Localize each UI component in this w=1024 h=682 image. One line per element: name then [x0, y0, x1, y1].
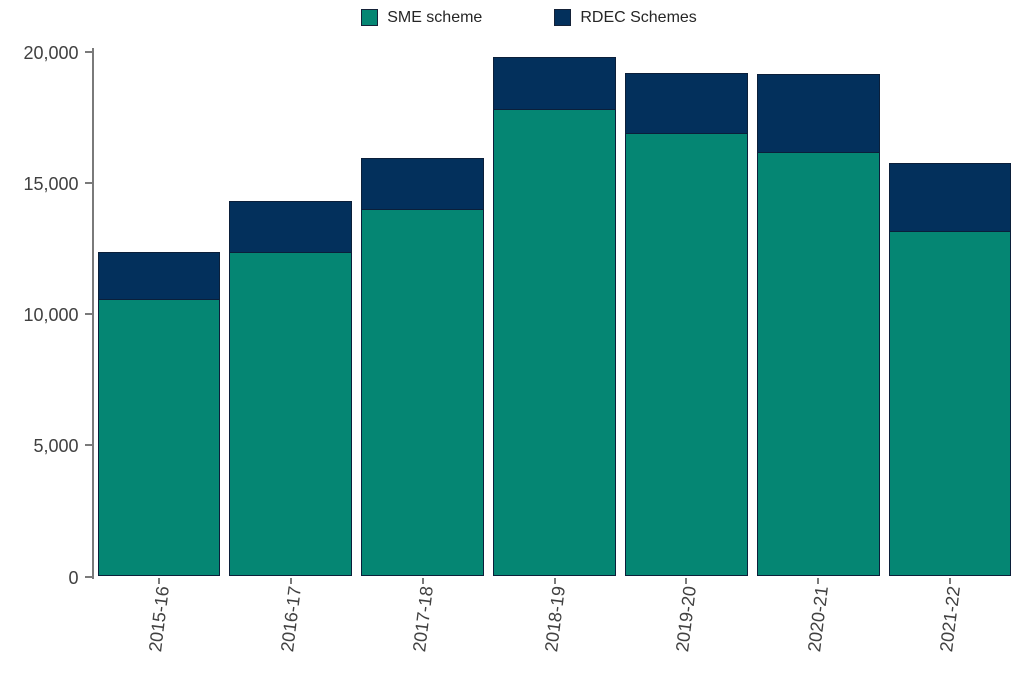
x-axis-tick — [553, 577, 556, 584]
y-axis-tick — [84, 444, 92, 447]
x-axis-tick-label: 2021-22 — [936, 584, 965, 653]
bar-segment-rdec-schemes — [626, 74, 747, 134]
bar-segment-rdec-schemes — [494, 58, 615, 111]
bar-segment-sme-scheme — [757, 152, 879, 576]
bar-segment-rdec-schemes — [98, 252, 220, 300]
legend-item-sme-scheme: SME scheme — [361, 9, 482, 26]
bar-segment-rdec-schemes — [230, 202, 352, 253]
y-axis-tick — [84, 51, 92, 53]
bar-segment-sme-scheme — [626, 133, 747, 576]
x-axis-tick — [289, 577, 292, 584]
y-axis-tick — [84, 182, 92, 185]
bar-2017-18 — [361, 158, 484, 577]
bar-segment-sme-scheme — [494, 110, 615, 576]
x-axis-tick-label: 2020-21 — [804, 584, 833, 653]
x-axis-tick — [949, 577, 952, 584]
legend-item-rdec-schemes: RDEC Schemes — [554, 8, 697, 26]
y-axis-tick — [84, 575, 92, 578]
y-axis-tick-label: 10,000 — [23, 305, 79, 326]
x-axis-tick-label: 2015-16 — [145, 584, 173, 653]
x-axis-tick — [817, 577, 820, 584]
bar-2020-21 — [756, 74, 880, 577]
bar-2018-19 — [493, 57, 616, 577]
bar-segment-sme-scheme — [230, 252, 352, 576]
x-axis-tick-label: 2016-17 — [276, 584, 305, 653]
legend-label: RDEC Schemes — [580, 8, 697, 26]
x-axis-tick-label: 2017-18 — [408, 584, 437, 653]
legend-label: SME scheme — [387, 8, 483, 26]
bar-segment-sme-scheme — [889, 232, 1011, 576]
bar-segment-sme-scheme — [362, 209, 483, 576]
bar-2019-20 — [625, 73, 748, 577]
chart-legend: SME scheme RDEC Schemes — [0, 9, 1024, 26]
bar-2016-17 — [229, 201, 353, 577]
x-axis-tick-label: 2018-19 — [540, 584, 569, 653]
y-axis-tick-label: 0 — [68, 567, 79, 588]
bar-segment-sme-scheme — [98, 299, 220, 576]
bar-segment-rdec-schemes — [362, 159, 483, 210]
x-axis-tick — [685, 577, 688, 584]
x-axis-tick — [157, 577, 160, 584]
legend-swatch-sme-scheme-icon — [361, 9, 379, 26]
y-axis-tick-label: 20,000 — [23, 43, 79, 63]
bar-2021-22 — [888, 163, 1012, 577]
y-axis-tick — [84, 313, 92, 316]
y-axis-line — [91, 48, 94, 579]
y-axis-tick-label: 5,000 — [33, 436, 79, 457]
x-axis-tick — [421, 577, 424, 584]
bar-segment-rdec-schemes — [889, 164, 1011, 233]
x-axis-tick-label: 2019-20 — [672, 584, 701, 653]
y-axis-tick-label: 15,000 — [23, 174, 79, 195]
legend-swatch-rdec-schemes-icon — [554, 9, 572, 26]
bar-2015-16 — [97, 251, 221, 577]
bar-segment-rdec-schemes — [757, 75, 879, 153]
